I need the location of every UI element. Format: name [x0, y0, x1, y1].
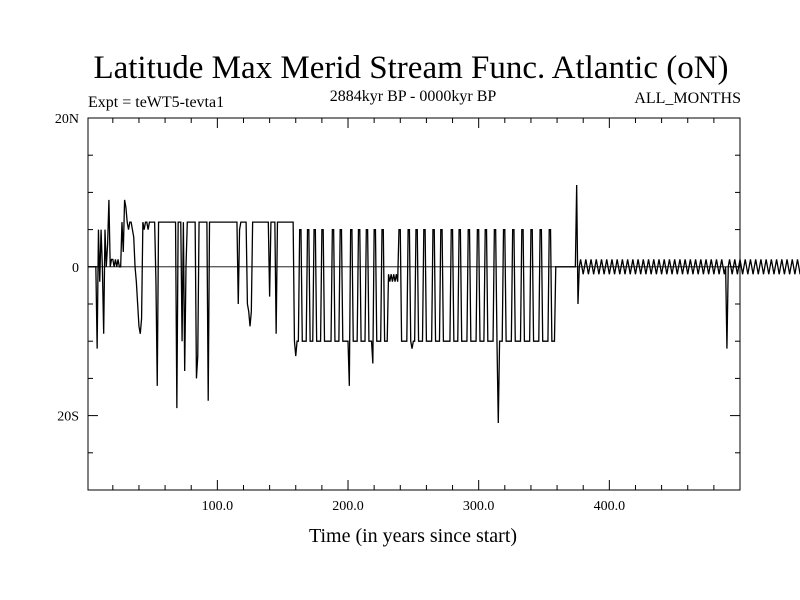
x-tick-label: 200.0 [332, 499, 364, 514]
y-tick-labels: 20N 0 20S [55, 112, 79, 425]
season-label: ALL_MONTHS [634, 90, 741, 107]
x-tick-label: 100.0 [202, 499, 234, 514]
y-tick-label: 20S [57, 410, 79, 425]
major-ticks [88, 117, 740, 490]
plot-area: 20N 0 20S 100.0 200.0 300.0 400.0 [55, 112, 800, 514]
experiment-label: Expt = teWT5-tevta1 [88, 94, 224, 111]
x-tick-labels: 100.0 200.0 300.0 400.0 [202, 499, 625, 514]
minor-ticks [88, 118, 740, 490]
x-axis-label: Time (in years since start) [309, 525, 517, 547]
x-tick-label: 300.0 [463, 499, 495, 514]
chart-title: Latitude Max Merid Stream Func. Atlantic… [93, 50, 728, 86]
x-tick-label: 400.0 [594, 499, 626, 514]
series-line-latitude [88, 184, 800, 424]
y-tick-label: 0 [72, 261, 79, 276]
y-tick-label: 20N [55, 112, 79, 127]
period-label: 2884kyr BP - 0000kyr BP [330, 88, 497, 105]
